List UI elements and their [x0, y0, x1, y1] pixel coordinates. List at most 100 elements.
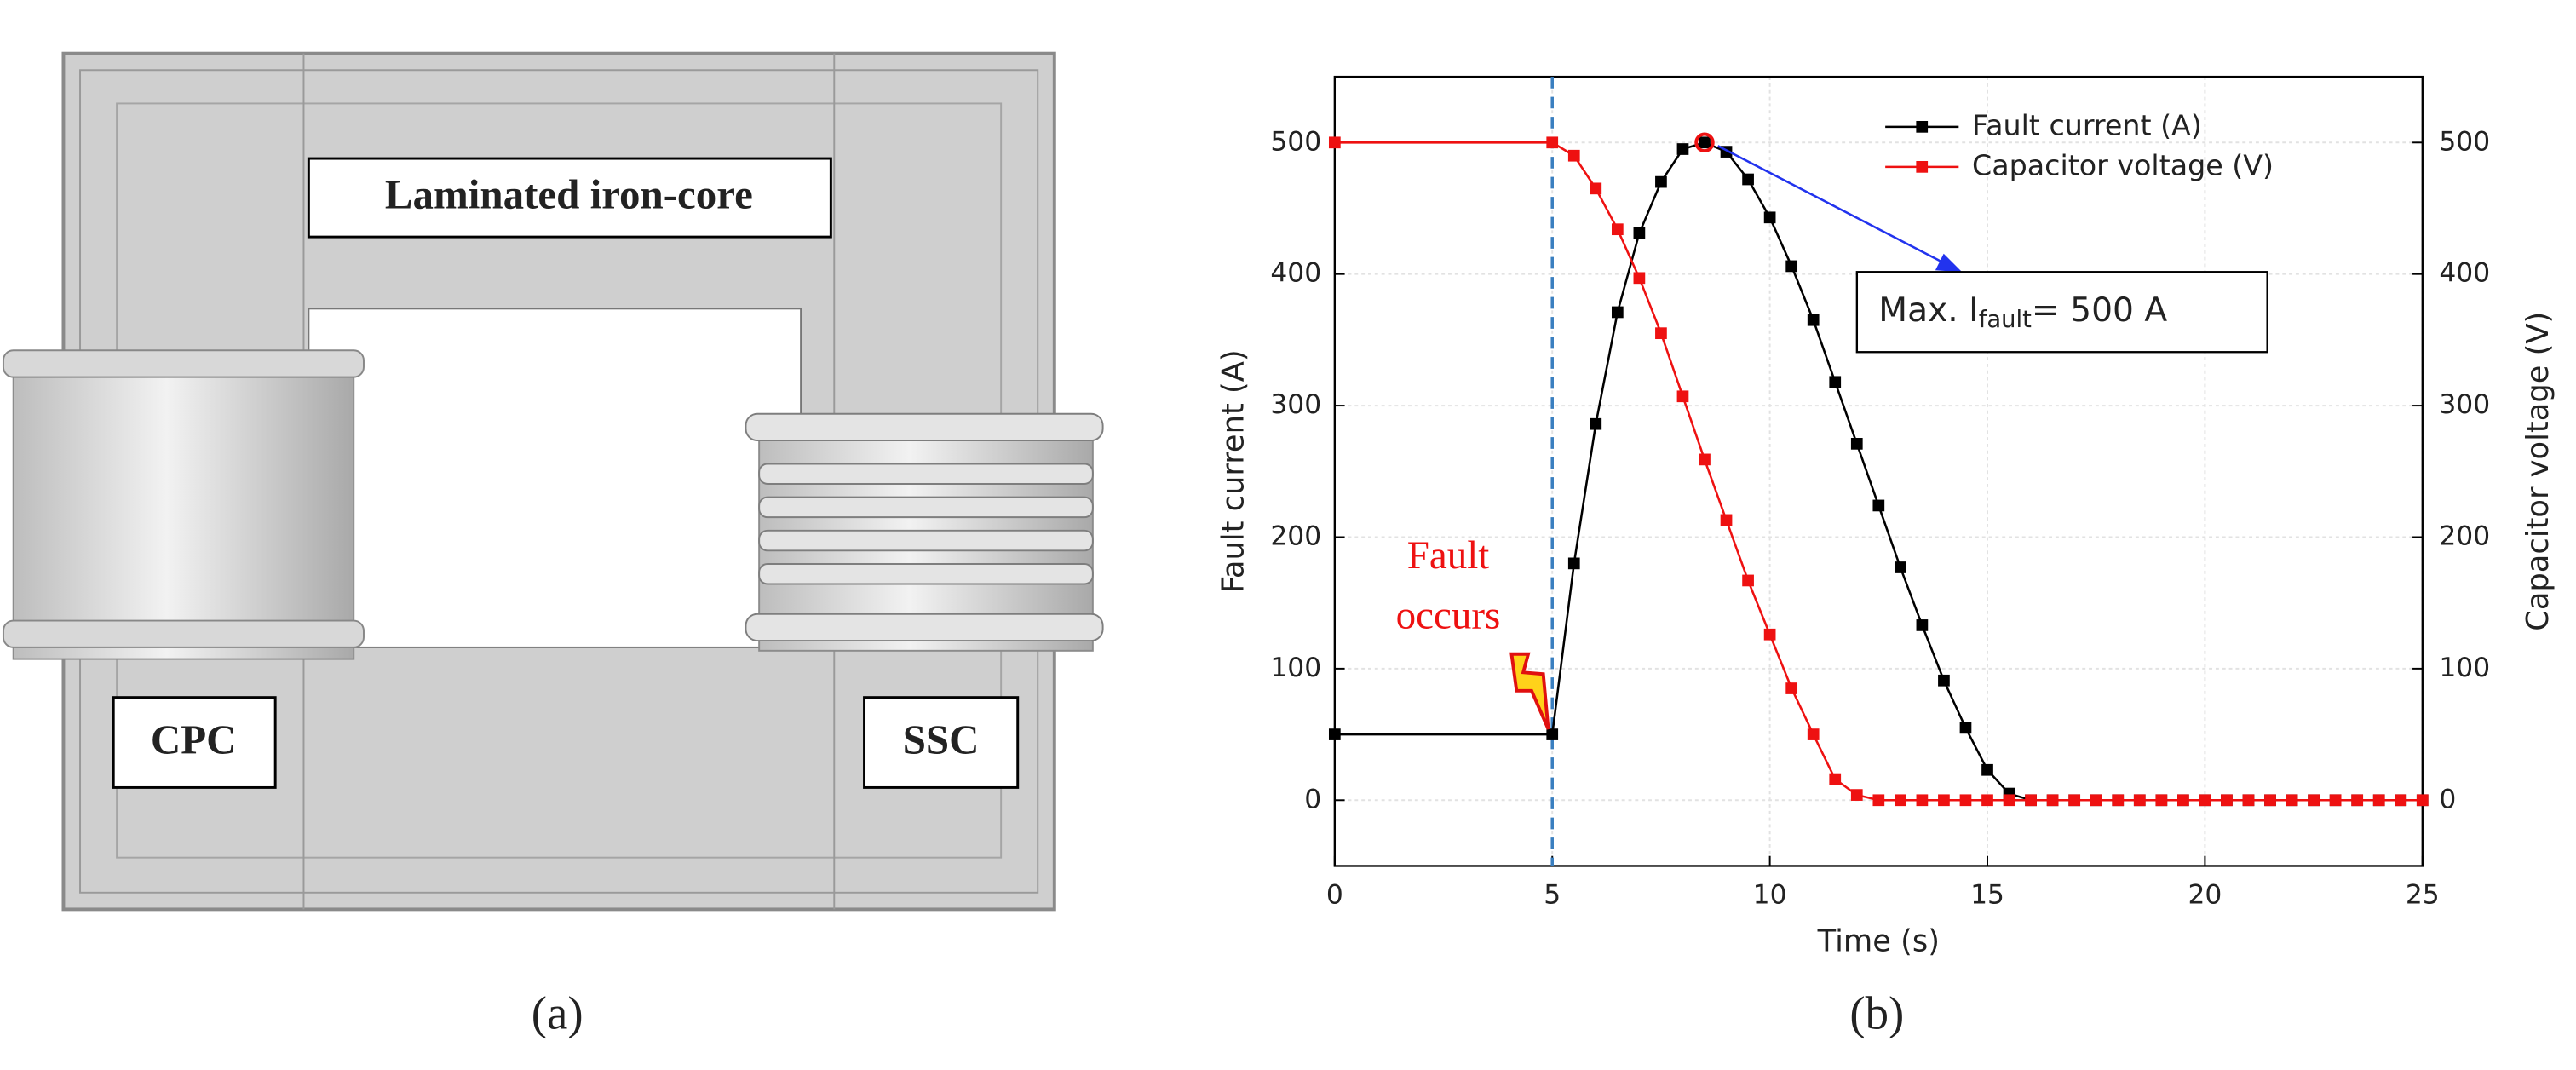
x-tick-label: 0 [1326, 880, 1343, 911]
series-line [1334, 141, 2423, 802]
annotation-part: fault [1979, 307, 2032, 333]
marker [1590, 182, 1602, 195]
cpc-coil [12, 353, 355, 660]
marker [2372, 794, 2385, 807]
y-tick-label: 0 [1304, 784, 1321, 814]
marker [1850, 438, 1863, 450]
marker [1676, 390, 1689, 403]
marker [2242, 794, 2255, 807]
max-arrow [1717, 145, 1946, 265]
label-box [112, 696, 277, 789]
coil-flange [2, 619, 365, 648]
arrow-head [1935, 253, 1963, 273]
y-tick-label: 500 [1270, 126, 1321, 157]
max-marker [1694, 132, 1715, 153]
chart: 0 5 10 15 20 25 0 100 200 300 400 500 0 100 200 300 400 5… [1216, 75, 2556, 959]
marker [1763, 211, 1776, 224]
legend-label: Fault current (A) [1972, 108, 2202, 141]
max-annotation: Max. Ifault= 500 A [1878, 291, 2167, 333]
marker [1938, 794, 1950, 807]
marker [2329, 794, 2342, 807]
x-tick-label: 20 [2188, 880, 2222, 911]
marker [1611, 223, 1624, 236]
annotation-part: Max. I [1878, 291, 1978, 330]
marker [2199, 794, 2211, 807]
marker [1850, 789, 1863, 801]
marker [1546, 728, 1559, 740]
y-tick-label: 200 [1270, 521, 1321, 551]
marker [1959, 722, 1972, 734]
marker [1611, 306, 1624, 319]
x-axis-label: Time (s) [1817, 924, 1940, 959]
ssc-discs [745, 412, 1104, 642]
transformer-diagram: Laminated iron-core CPC SSC [2, 51, 1104, 912]
marker [1699, 453, 1711, 466]
marker [1676, 143, 1689, 155]
marker [1328, 136, 1341, 149]
y-tick-label: 300 [1270, 389, 1321, 420]
marker [1807, 728, 1820, 740]
plot-frame [1333, 75, 2424, 867]
marker [1742, 173, 1754, 186]
y-tick-label: 400 [1270, 258, 1321, 289]
marker [1720, 514, 1733, 526]
fault-annotation: Fault [1407, 533, 1490, 578]
y2-tick-label: 100 [2439, 653, 2490, 683]
marker [2395, 794, 2407, 807]
y2-axis-label: Capacitor voltage (V) [2521, 312, 2556, 631]
marker [1916, 794, 1929, 807]
marker [1829, 773, 1842, 785]
annotation-part: = 500 A [2032, 291, 2167, 330]
marker [1807, 314, 1820, 326]
marker [1590, 417, 1602, 430]
annotation-box [1855, 271, 2268, 354]
marker [2177, 794, 2189, 807]
y2-tick-label: 200 [2439, 521, 2490, 551]
label-box [307, 157, 832, 239]
marker [2068, 794, 2081, 807]
marker [1763, 628, 1776, 641]
x-tick-label: 15 [1970, 880, 2004, 911]
marker [1785, 682, 1798, 694]
marker [2308, 794, 2320, 807]
marker [2133, 794, 2146, 807]
marker [2025, 794, 2037, 807]
x-tick-label: 5 [1544, 880, 1561, 911]
marker [1567, 149, 1580, 162]
panel-label: (b) [1849, 987, 1904, 1038]
marker [1829, 376, 1842, 388]
marker [2416, 794, 2429, 807]
coil-label: SSC [903, 716, 980, 763]
core-window [308, 308, 802, 648]
x-tick-label: 10 [1753, 880, 1787, 911]
y2-tick-label: 500 [2439, 126, 2490, 157]
marker [1981, 794, 1993, 807]
coil-flange [2, 349, 365, 378]
marker [2286, 794, 2298, 807]
marker [2155, 794, 2168, 807]
x-tick-label: 25 [2406, 880, 2440, 911]
marker [2112, 794, 2125, 807]
marker [2351, 794, 2364, 807]
marker [1895, 794, 1906, 807]
marker [1785, 260, 1798, 273]
marker [1959, 794, 1972, 807]
marker [1895, 561, 1906, 573]
marker [1567, 557, 1580, 570]
marker [1872, 499, 1885, 512]
marker [2221, 794, 2233, 807]
marker [2046, 794, 2059, 807]
fault-annotation: occurs [1396, 593, 1501, 637]
marker [2003, 794, 2015, 807]
y-tick-label: 100 [1270, 653, 1321, 683]
core-label: Laminated iron-core [385, 170, 753, 217]
label-box [863, 696, 1020, 789]
legend-marker [1916, 120, 1929, 133]
legend-label: Capacitor voltage (V) [1972, 148, 2274, 181]
series-line [1334, 141, 2423, 802]
marker [1872, 794, 1885, 807]
y2-tick-label: 300 [2439, 389, 2490, 420]
marker [1655, 175, 1667, 188]
marker [1938, 674, 1950, 687]
panel-label: (a) [532, 987, 584, 1038]
